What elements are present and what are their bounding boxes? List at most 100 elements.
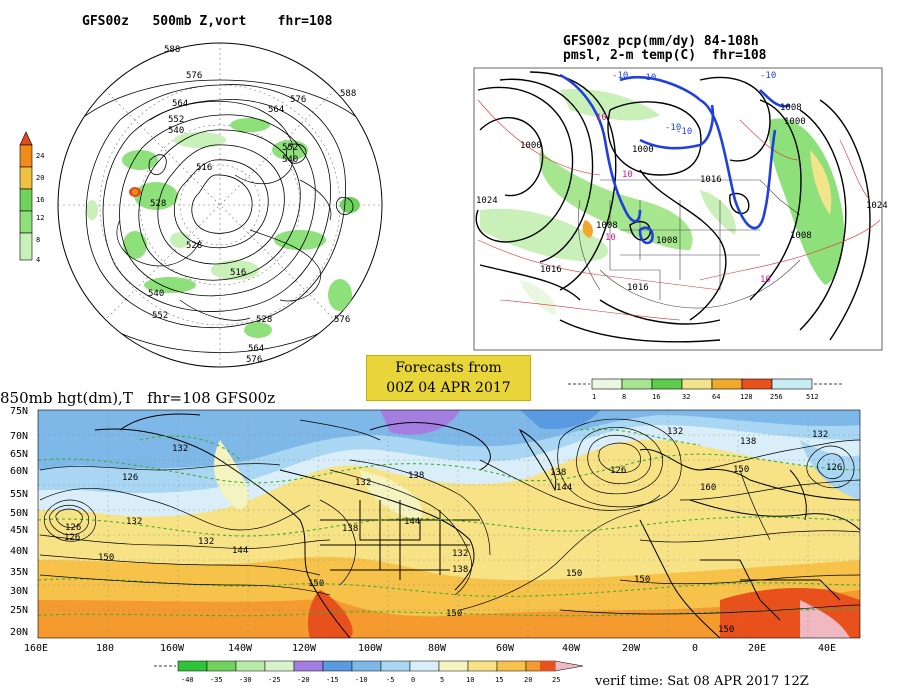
- hgt-contours: [39, 418, 860, 615]
- pcp-title-line2: pmsl, 2-m temp(C) fhr=108: [563, 48, 767, 63]
- pmsl-label: 1000: [784, 117, 806, 127]
- pmsl-label: 1024: [476, 196, 498, 206]
- lon-label: 60W: [496, 643, 515, 654]
- precip-shading: [480, 89, 845, 315]
- lat-label: 35N: [10, 567, 28, 578]
- hgt-label: 132: [452, 549, 468, 559]
- hemi-cbar-tick: 24: [36, 152, 44, 160]
- hgt-label: 150: [566, 569, 582, 579]
- lat-label: 40N: [10, 546, 28, 557]
- pcp-map: 1000 1000 1008 1016 1016 1016 1008 1008 …: [473, 67, 888, 351]
- hgt-label: 144: [232, 546, 248, 556]
- pcp-cbar-tick: 512: [806, 393, 819, 401]
- main-cbar-tick: -15: [326, 676, 339, 684]
- hgt-label: 138: [550, 468, 566, 478]
- lon-label: 140W: [228, 643, 253, 654]
- contour-label: 552: [282, 143, 298, 153]
- lat-label: 50N: [10, 508, 28, 519]
- contour-label: 564: [248, 344, 264, 354]
- hgt-labels: 132 126 132 132 138 144 126 132 138 144 …: [64, 427, 842, 635]
- lat-label: 60N: [10, 466, 28, 477]
- contour-label: 588: [164, 45, 180, 55]
- lon-label: 180: [96, 643, 114, 654]
- pmsl-label: 1008: [780, 103, 802, 113]
- hemi-colorbar: 24 20 16 12 8 4: [19, 131, 44, 264]
- hgt-label: 144: [404, 517, 420, 527]
- verif-time: verif time: Sat 08 APR 2017 12Z: [595, 674, 809, 689]
- pmsl-label: 1008: [790, 231, 812, 241]
- temp-label: -10: [665, 123, 681, 133]
- contour-label: 528: [150, 199, 166, 209]
- lat-label: 30N: [10, 586, 28, 597]
- pmsl-label: 1000: [632, 145, 654, 155]
- hemi-cbar-tick: 12: [36, 214, 44, 222]
- hemi-cbar-tick: 4: [36, 256, 40, 264]
- hemi-cbar-tick: 20: [36, 174, 44, 182]
- temp-label: -10: [676, 127, 692, 137]
- main-cbar-tick: -20: [297, 676, 310, 684]
- contour-label: 576: [186, 71, 202, 81]
- lat-label: 20N: [10, 627, 28, 638]
- contour-label: 552: [168, 115, 184, 125]
- pmsl-isobars: [475, 71, 871, 343]
- lat-label: 25N: [10, 605, 28, 616]
- hgt-label: 132: [667, 427, 683, 437]
- lon-label: 20W: [622, 643, 641, 654]
- contour-label: 576: [246, 355, 262, 365]
- temp-label: 10: [622, 170, 633, 180]
- polar-coastlines: [116, 100, 332, 321]
- lon-label: 160E: [24, 643, 48, 654]
- pmsl-label: 1008: [656, 236, 678, 246]
- main-cbar-tick: 25: [552, 676, 560, 684]
- main-cbar-tick: -35: [210, 676, 223, 684]
- hgt-label: 144: [556, 483, 572, 493]
- main-cbar-tick: -10: [355, 676, 368, 684]
- hgt-label: 150: [634, 575, 650, 585]
- polar-map: 588 576 564 552 540 528 516 564 576 588 …: [57, 42, 383, 368]
- contour-label: 588: [340, 89, 356, 99]
- contour-label: 540: [168, 126, 184, 136]
- main-cbar-tick: -40: [181, 676, 194, 684]
- contour-label: 564: [268, 105, 284, 115]
- hemi-cbar-tick: 8: [36, 236, 40, 244]
- temp-label: -10: [760, 71, 776, 81]
- contour-label: 516: [196, 163, 212, 173]
- lon-labels: 160E 180 160W 140W 120W 100W 80W 60W 40W…: [24, 643, 836, 654]
- lat-label: 65N: [10, 449, 28, 460]
- main-cbar-tick: -30: [239, 676, 252, 684]
- pmsl-label: 1024: [866, 201, 888, 211]
- pcp-cbar-tick: 256: [770, 393, 783, 401]
- temp-contours: [477, 99, 881, 321]
- main-graticule: [38, 410, 860, 638]
- hgt-label: 126: [64, 533, 80, 543]
- hgt-label: 132: [198, 537, 214, 547]
- main-cbar-tick: 0: [411, 676, 415, 684]
- lat-label: 70N: [10, 431, 28, 442]
- temp-dashed-contours: [38, 428, 860, 617]
- forecast-banner-line2: 00Z 04 APR 2017: [386, 380, 511, 396]
- hgt-label: 126: [122, 473, 138, 483]
- pmsl-label: 1016: [627, 283, 649, 293]
- contour-label: 576: [290, 95, 306, 105]
- contour-label: 540: [148, 289, 164, 299]
- temp-label: 10: [596, 113, 607, 123]
- pmsl-label: 1000: [520, 141, 542, 151]
- contour-label: 576: [334, 315, 350, 325]
- contour-label: 528: [186, 241, 202, 251]
- pcp-cbar-tick: 16: [652, 393, 660, 401]
- hgt-label: 138: [342, 524, 358, 534]
- pcp-title-line1: GFS00z pcp(mm/dy) 84-108h: [563, 34, 759, 49]
- lat-label: 55N: [10, 489, 28, 500]
- lon-label: 40W: [562, 643, 581, 654]
- main-cbar-tick: 10: [466, 676, 474, 684]
- main-cbar-tick: 15: [495, 676, 503, 684]
- hgt-label: 126: [826, 463, 842, 473]
- polar-contour-labels: 588 576 564 552 540 528 516 564 576 588 …: [148, 45, 356, 365]
- hgt-label: 150: [308, 579, 324, 589]
- hgt-label: 126: [610, 466, 626, 476]
- pmsl-label: 1016: [700, 175, 722, 185]
- hemi-title: GFS00z 500mb Z,vort fhr=108: [82, 14, 333, 29]
- forecast-banner-line1: Forecasts from: [395, 360, 502, 376]
- pcp-cbar-tick: 128: [740, 393, 753, 401]
- contour-label: 540: [282, 155, 298, 165]
